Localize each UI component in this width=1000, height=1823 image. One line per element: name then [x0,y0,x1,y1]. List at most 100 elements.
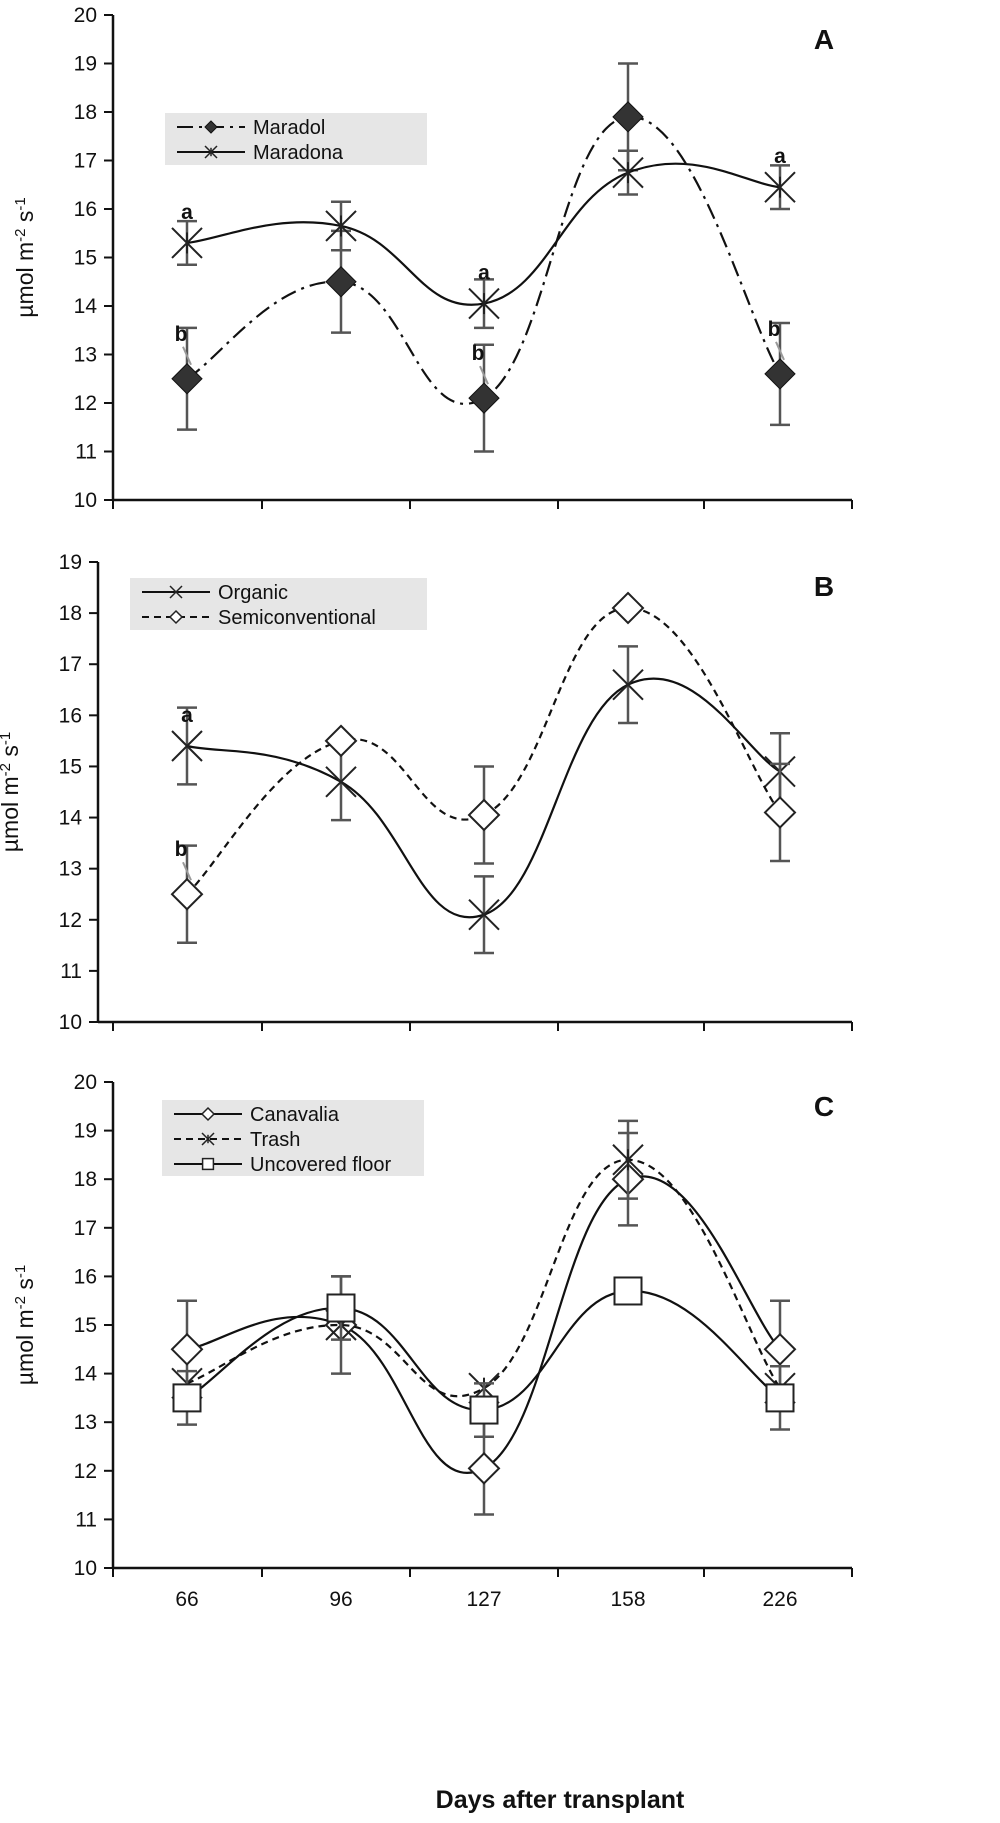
label-leader [182,861,192,881]
series-line [186,1175,781,1474]
panel-letter: C [814,1091,834,1122]
legend-marker [204,120,218,134]
legend-label: Organic [218,582,288,604]
label-leader [775,341,785,361]
panel-b: 10 11 12 13 14 15 16 17 18 19 µmol m-2 s-1 Ba b Organ… [0,551,853,1034]
data-point [612,668,644,701]
y-tick-label: 14 [74,1363,98,1386]
x-tick-label: 158 [610,1588,645,1611]
y-tick-label: 20 [74,1071,97,1094]
x-axis-label: Days after transplant [436,1786,685,1814]
significance-label: b [175,323,188,346]
series-line [186,677,781,919]
data-point [764,171,796,203]
data-point [170,877,204,911]
series-line [186,1158,781,1398]
data-point [325,266,357,298]
data-point [171,227,203,259]
data-point [467,798,501,832]
legend-label: Semiconventional [218,607,376,629]
legend-label: Canavalia [250,1104,340,1126]
data-point [171,363,203,395]
legend-marker [201,1132,215,1146]
data-point [468,287,500,320]
significance-label: a [478,262,490,285]
legend-marker [204,145,218,159]
data-point [468,898,500,931]
legend-label: Uncovered floor [250,1154,392,1176]
data-point [325,766,357,798]
significance-label: a [181,201,193,224]
y-tick-label: 11 [75,441,97,464]
y-tick-label: 13 [74,1411,97,1434]
y-tick-label: 16 [74,198,97,221]
legend-label: Maradol [253,117,325,139]
data-point [612,101,644,133]
significance-label: a [181,704,193,727]
panel-c: 10 11 12 13 14 15 16 17 18 19 20 66 96 127 158 226 µmol … [12,1071,853,1611]
label-leader [479,365,489,385]
y-tick-label: 19 [74,1120,97,1143]
significance-label: a [774,145,786,168]
significance-label: b [472,342,485,365]
label-leader [182,346,192,366]
data-point [326,1293,356,1323]
y-tick-label: 13 [59,858,82,881]
y-tick-label: 20 [74,4,97,27]
significance-label: b [175,838,188,861]
y-tick-label: 18 [74,1168,97,1191]
panel-letter: B [814,571,834,602]
series-semiconventional: b [170,591,797,945]
legend: Canavalia Trash Uncovered floor [162,1100,424,1176]
legend: Organic Semiconventional [130,578,427,630]
y-tick-label: 19 [74,53,97,76]
data-point [612,1144,644,1176]
legend-marker [169,585,183,599]
y-tick-label: 10 [59,1011,82,1034]
data-point [467,1451,501,1485]
y-tick-label: 16 [74,1265,97,1288]
legend-label: Maradona [253,142,344,164]
y-axis-label: µmol m-2 s-1 [12,197,38,317]
y-tick-label: 19 [59,551,82,574]
y-tick-label: 12 [74,1460,97,1483]
series-uncovered-floor [172,1275,795,1439]
legend: Maradol Maradona [165,113,427,165]
series-canavalia [170,1131,797,1516]
y-tick-label: 10 [74,489,97,512]
legend-label: Trash [250,1129,300,1151]
data-point [171,730,203,762]
y-tick-label: 11 [75,1508,97,1531]
data-point [469,1395,499,1425]
panel-letter: A [814,24,834,55]
y-tick-label: 12 [74,392,97,415]
data-point [763,796,797,829]
significance-label: b [768,318,781,341]
y-tick-label: 15 [74,247,97,270]
y-axis-label: µmol m-2 s-1 [12,1265,38,1385]
x-tick-label: 96 [329,1588,352,1611]
y-tick-label: 17 [74,1217,97,1240]
y-tick-label: 18 [74,101,97,124]
y-tick-label: 17 [59,653,82,676]
y-tick-label: 16 [59,704,82,727]
data-point [764,358,796,390]
y-tick-label: 17 [74,150,97,173]
data-point [172,1383,202,1413]
data-point [765,1383,795,1413]
y-tick-label: 15 [74,1314,97,1337]
y-tick-label: 15 [59,755,82,778]
x-tick-label: 66 [175,1588,198,1611]
series-maradona: a a a [171,145,796,330]
legend-marker [201,1157,215,1171]
y-tick-label: 14 [59,807,83,830]
data-point [763,1332,797,1366]
y-tick-label: 18 [59,602,82,625]
data-point [170,1332,204,1366]
data-point [612,156,644,189]
data-point [325,210,357,242]
legend-box [130,578,427,630]
x-tick-label: 127 [466,1588,501,1611]
